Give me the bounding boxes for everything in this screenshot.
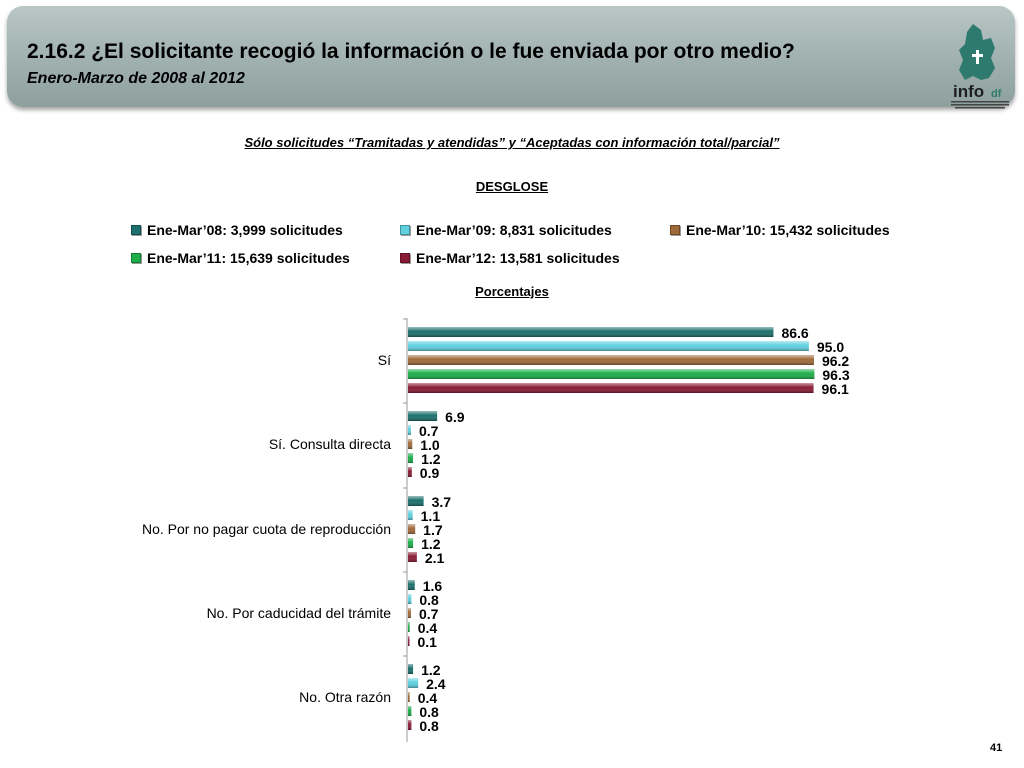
data-label-no-caducidad-2011: 0.4 [418,620,438,636]
data-label-no-otra-razon-2011: 0.8 [419,704,439,720]
bar-shade-no-cuota-2012 [408,552,417,562]
info-df-logo: info df [951,24,1009,109]
bar-shade-consulta-directa-2010 [408,439,413,449]
data-label-no-cuota-2012: 2.1 [425,550,445,566]
category-label-si: Sí [378,352,391,368]
bar-shade-si-2012 [408,383,814,393]
bar-shade-no-caducidad-2010 [408,608,411,618]
page-title: 2.16.2 ¿El solicitante recogió la inform… [27,40,795,63]
bar-shade-si-2010 [408,355,814,365]
bar-shade-consulta-directa-2008 [408,411,438,421]
bar-shade-no-otra-razon-2008 [408,664,414,674]
data-label-no-caducidad-2009: 0.8 [419,592,439,608]
data-label-no-caducidad-2008: 1.6 [423,578,443,594]
bar-shade-si-2009 [408,341,809,351]
bar-shade-no-otra-razon-2012 [408,720,412,730]
legend-label-2010: Ene-Mar’10: 15,432 solicitudes [686,222,890,238]
legend-item-2010: Ene-Mar’10: 15,432 solicitudes [670,221,890,239]
page-subtitle: Enero-Marzo de 2008 al 2012 [27,70,245,87]
bar-shade-no-caducidad-2009 [408,594,412,604]
data-label-no-caducidad-2010: 0.7 [419,606,439,622]
bar-chart: Sí 86.6 95.096.296.396.1 Sí. Consulta direc… [142,318,850,742]
data-label-si-2010: 96.2 [822,353,849,369]
bar-shade-consulta-directa-2009 [408,425,411,435]
legend-label-2009: Ene-Mar’09: 8,831 solicitudes [416,222,612,238]
page-number: 41 [990,742,1003,754]
data-label-si-2009: 95.0 [817,339,844,355]
bar-shade-no-cuota-2008 [408,496,424,506]
legend-item-2008: Ene-Mar’08: 3,999 solicitudes [131,221,343,239]
bar-shade-si-2011 [408,369,815,379]
data-label-no-cuota-2010: 1.7 [423,522,443,538]
category-label-consulta-directa: Sí. Consulta directa [269,436,391,452]
bar-shade-consulta-directa-2012 [408,467,412,477]
data-label-no-cuota-2008: 3.7 [432,494,452,510]
data-label-consulta-directa-2008: 6.9 [445,409,465,425]
breakdown-heading: DESGLOSE [475,179,549,194]
data-label-si-2012: 96.1 [822,381,849,397]
bar-shade-no-cuota-2011 [408,538,414,548]
bar-shade-no-cuota-2010 [408,524,416,534]
units-label: Porcentajes [475,284,549,299]
bar-shade-no-caducidad-2011 [408,622,410,632]
legend-label-2012: Ene-Mar’12: 13,581 solicitudes [416,250,620,266]
bar-shade-no-otra-razon-2011 [408,706,412,716]
legend-swatch-2008 [131,225,141,235]
bar-shade-no-caducidad-2012 [408,636,410,646]
data-label-no-caducidad-2012: 0.1 [418,634,438,650]
bar-shade-no-caducidad-2008 [408,580,415,590]
data-label-si-2008: 86.6 [781,325,808,341]
category-label-no-otra-razon: No. Otra razón [299,689,391,705]
bar-shade-si-2008 [408,327,774,337]
legend-swatch-2011 [131,253,141,263]
filter-note: Sólo solicitudes “Tramitadas y atendidas… [244,135,780,150]
legend-swatch-2012 [400,253,410,263]
data-label-si-2011: 96.3 [822,367,849,383]
legend-item-2012: Ene-Mar’12: 13,581 solicitudes [400,249,620,267]
svg-text:info: info [953,82,984,101]
legend-label-2008: Ene-Mar’08: 3,999 solicitudes [147,222,343,238]
data-label-no-cuota-2011: 1.2 [421,536,441,552]
data-label-no-cuota-2009: 1.1 [421,508,441,524]
legend-label-2011: Ene-Mar’11: 15,639 solicitudes [147,250,350,266]
legend-swatch-2009 [400,225,410,235]
bar-shade-no-cuota-2009 [408,510,413,520]
data-label-no-otra-razon-2009: 2.4 [426,676,446,692]
legend-swatch-2010 [670,225,680,235]
header-banner: 2.16.2 ¿El solicitante recogió la inform… [7,6,1015,109]
svg-text:df: df [991,88,1002,100]
category-label-no-caducidad: No. Por caducidad del trámite [207,605,392,621]
data-label-consulta-directa-2010: 1.0 [420,437,440,453]
data-label-no-otra-razon-2010: 0.4 [418,690,438,706]
data-label-consulta-directa-2009: 0.7 [419,423,439,439]
data-label-consulta-directa-2011: 1.2 [421,451,441,467]
bar-shade-no-otra-razon-2010 [408,692,410,702]
legend-item-2009: Ene-Mar’09: 8,831 solicitudes [400,221,612,239]
data-label-no-otra-razon-2012: 0.8 [419,718,439,734]
data-label-consulta-directa-2012: 0.9 [420,465,440,481]
category-label-no-cuota: No. Por no pagar cuota de reproducción [142,521,391,537]
bar-shade-no-otra-razon-2009 [408,678,419,688]
data-label-no-otra-razon-2008: 1.2 [421,662,441,678]
legend-item-2011: Ene-Mar’11: 15,639 solicitudes [131,249,350,267]
bar-shade-consulta-directa-2011 [408,453,414,463]
